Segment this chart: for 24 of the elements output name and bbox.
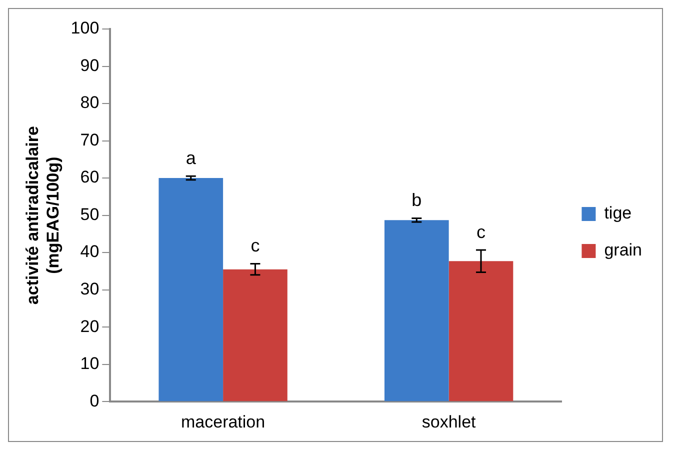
y-tick-label: 10 (80, 354, 100, 374)
y-tick-label: 70 (80, 130, 100, 150)
y-axis-title: activité antiradicalaire (mgEAG/100g) (22, 126, 62, 305)
y-tick-label: 40 (80, 242, 100, 262)
y-tick-label: 80 (80, 93, 100, 112)
annotation: c (250, 236, 260, 256)
x-tick-label: maceration (180, 412, 266, 432)
y-tick-label: 0 (90, 391, 100, 410)
y-tick-label: 60 (80, 168, 100, 187)
bar (448, 261, 514, 402)
y-tick-label: 20 (80, 316, 100, 336)
y-tick-label: 90 (80, 56, 100, 75)
bar (384, 220, 449, 402)
annotation: c (476, 222, 486, 242)
annotation: a (186, 148, 197, 168)
x-tick-label: soxhlet (422, 412, 476, 432)
y-tick-label: 100 (70, 18, 100, 38)
legend-label: tige (604, 204, 632, 223)
bar (223, 269, 288, 402)
legend-label: grain (604, 240, 642, 260)
y-tick-label: 30 (80, 280, 100, 299)
annotation: b (412, 190, 422, 210)
bar (158, 178, 224, 402)
y-tick-label: 50 (80, 204, 100, 224)
